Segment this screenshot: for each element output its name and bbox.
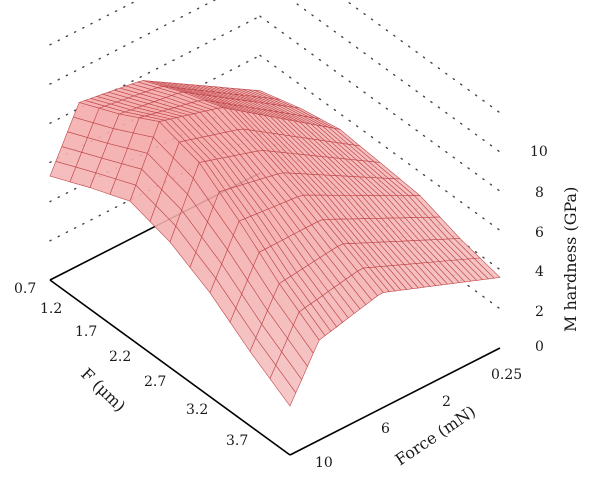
depth-tick-label: 0.7 (14, 281, 36, 297)
force-tick-label: 2 (442, 394, 451, 410)
back-gridline (49, 0, 217, 85)
side-gridline (344, 0, 501, 114)
surface-facet (269, 364, 297, 407)
depth-tick-label: 1.7 (75, 324, 97, 340)
force-tick-label: 0.25 (491, 367, 522, 383)
z-tick-label: 4 (535, 264, 544, 280)
force-tick-label: 10 (315, 455, 333, 471)
depth-tick-label: 2.2 (109, 349, 131, 365)
z-tick-label: 10 (530, 144, 548, 160)
depth-tick-label: 1.2 (40, 301, 62, 317)
z-tick-label: 8 (535, 185, 544, 201)
z-tick-label: 0 (535, 339, 544, 355)
z-axis-title: M hardness (GPa) (561, 187, 580, 332)
z-tick-label: 2 (535, 304, 544, 320)
depth-axis-line (49, 279, 291, 456)
depth-tick-labels: 0.7 1.2 1.7 2.2 2.7 3.2 3.7 (14, 281, 248, 449)
depth-tick-label: 3.7 (226, 433, 248, 449)
side-gridline (259, 54, 501, 232)
force-axis-line (289, 347, 501, 456)
depth-axis-title: F (μm) (77, 364, 129, 415)
z-tick-label: 6 (535, 225, 544, 241)
side-gridline (290, 0, 501, 153)
force-axis-title: Force (mN) (392, 402, 479, 470)
depth-tick-label: 3.2 (186, 402, 208, 418)
depth-tick-label: 2.7 (144, 374, 166, 390)
back-gridline (49, 0, 140, 46)
force-tick-labels: 0.25 2 6 10 (315, 367, 522, 471)
z-tick-labels: 0 2 4 6 8 10 (530, 144, 548, 355)
force-tick-label: 6 (381, 421, 390, 437)
hardness-surface (49, 80, 501, 407)
side-gridline (259, 15, 501, 192)
